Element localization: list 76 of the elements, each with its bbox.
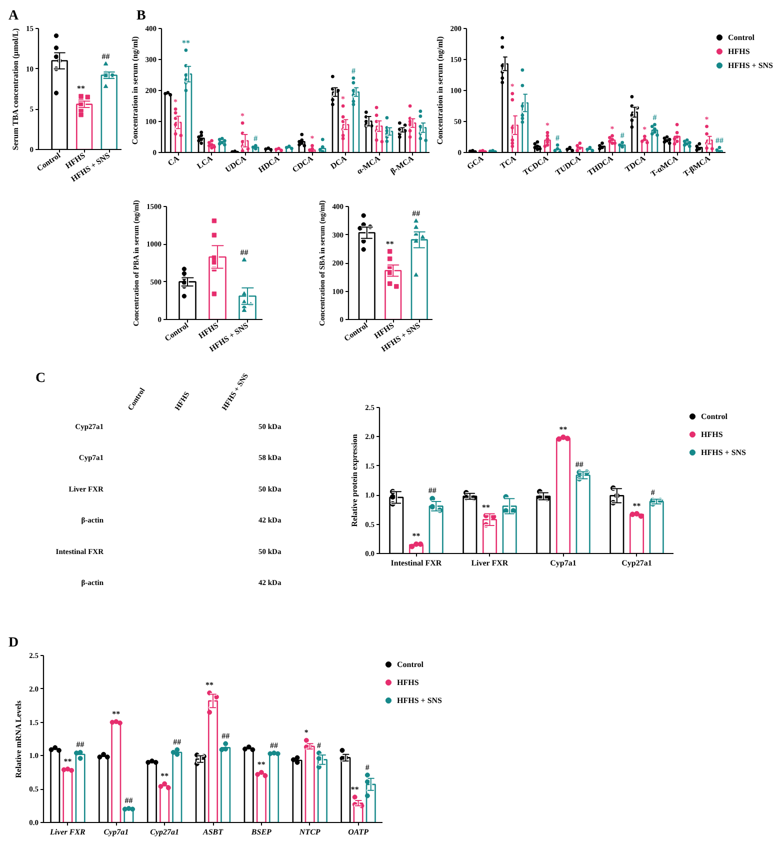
data-label: * xyxy=(304,728,308,738)
x-tick-label: CA xyxy=(166,154,181,168)
data-label: * xyxy=(610,124,614,134)
data-label: # xyxy=(365,762,370,772)
legend-label: Control xyxy=(396,660,424,668)
legend-label: HFHS xyxy=(728,46,750,56)
data-label: ## xyxy=(222,731,230,740)
data-label: # xyxy=(652,113,657,122)
data-label: ** xyxy=(160,772,169,781)
data-label: ## xyxy=(716,136,724,146)
data-label: # xyxy=(556,134,560,143)
data-label: # xyxy=(351,66,356,76)
data-label: # xyxy=(254,134,258,144)
x-tick-label: Cyp27a1 xyxy=(622,558,652,568)
data-label: ** xyxy=(412,532,420,541)
data-label: * xyxy=(510,82,514,92)
data-label: ## xyxy=(102,52,110,61)
x-tick-label: Cyp7a1 xyxy=(104,828,129,836)
data-label: * xyxy=(642,124,647,134)
legend-label: HFHS xyxy=(396,678,419,686)
data-label: ** xyxy=(112,709,120,718)
data-label: ## xyxy=(76,740,84,750)
data-label: # xyxy=(620,131,624,140)
data-label: ** xyxy=(206,680,214,690)
data-label: * xyxy=(174,98,178,107)
legend-label: HFHS + SNS xyxy=(700,448,746,456)
y-axis-title: Concentration in serum (ng/ml) xyxy=(435,36,444,145)
data-label: ** xyxy=(482,503,490,512)
chart-title: B xyxy=(136,8,146,24)
x-tick-label: BSEP xyxy=(250,828,272,836)
data-label: ** xyxy=(77,84,86,94)
x-tick-label: NTCP xyxy=(298,828,320,836)
y-axis-title: Concentration in serum (ng/ml) xyxy=(130,36,140,145)
x-tick-label: OATP xyxy=(348,828,369,836)
data-label: ## xyxy=(428,486,436,496)
data-label: ** xyxy=(350,784,359,794)
x-tick-label: Liver FXR xyxy=(471,558,508,568)
x-tick-label: Cyp7a1 xyxy=(550,558,576,568)
legend-label: HFHS xyxy=(700,430,723,438)
x-tick-label: Intestinal FXR xyxy=(390,558,442,568)
x-tick-label: Cyp27a1 xyxy=(150,828,180,836)
data-label: ## xyxy=(412,209,420,218)
data-label: * xyxy=(704,114,709,124)
x-tick-label: ASBT xyxy=(202,828,224,836)
x-tick-label: GCA xyxy=(465,154,486,172)
data-label: * xyxy=(545,121,550,130)
chart-title: A xyxy=(8,8,20,24)
data-label: ** xyxy=(386,239,394,248)
data-label: ** xyxy=(559,424,568,434)
data-label: # xyxy=(317,740,321,750)
y-axis-title: Serum TBA concentration (μmol/L) xyxy=(11,28,20,150)
x-tick-label: Liver FXR xyxy=(49,828,86,836)
legend-label: Control xyxy=(700,412,728,420)
x-tick-label: TCA xyxy=(498,154,518,171)
legend-label: HFHS + SNS xyxy=(728,60,773,70)
data-label: ** xyxy=(257,760,266,770)
x-tick-label: DCA xyxy=(328,154,348,171)
x-tick-label: LCA xyxy=(195,154,214,171)
data-label: ** xyxy=(632,501,641,510)
data-label: ** xyxy=(182,38,190,48)
y-axis-title: Relative protein expression xyxy=(350,434,360,527)
data-label: ## xyxy=(173,737,182,746)
legend-label: HFHS + SNS xyxy=(396,696,442,704)
text: C xyxy=(35,371,46,386)
data-label: ## xyxy=(124,796,133,806)
data-label: ** xyxy=(64,756,72,766)
legend-label: Control xyxy=(728,32,755,42)
data-label: * xyxy=(310,134,314,144)
data-label: ## xyxy=(240,248,248,257)
data-label: ## xyxy=(270,740,278,750)
chart-title: D xyxy=(8,636,19,650)
data-label: ## xyxy=(575,460,584,469)
data-label: * xyxy=(341,94,346,104)
data-label: # xyxy=(650,488,655,497)
data-label: * xyxy=(240,112,245,121)
y-axis-title: Relative mRNA Levels xyxy=(14,700,24,778)
